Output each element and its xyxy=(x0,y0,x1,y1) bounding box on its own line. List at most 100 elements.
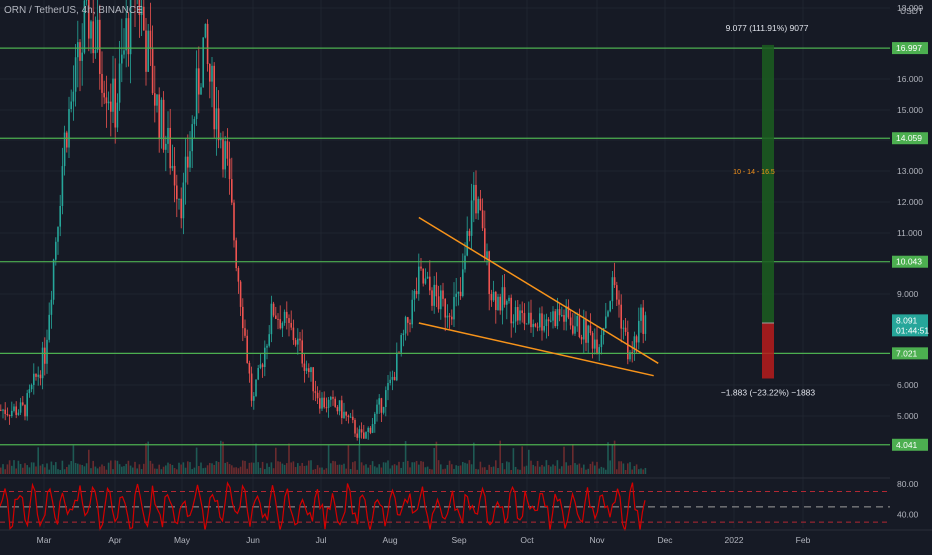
time-tick-label: Nov xyxy=(589,535,605,545)
candle-body xyxy=(623,328,625,329)
candle-body xyxy=(636,336,638,342)
volume-bar xyxy=(229,464,231,474)
price-tick-label: 15.000 xyxy=(897,105,923,115)
candle-body xyxy=(15,406,17,414)
candle-body xyxy=(530,313,532,327)
level-price-label: 4.041 xyxy=(896,440,918,450)
volume-bar xyxy=(20,464,22,474)
volume-bar xyxy=(480,462,482,474)
candle-body xyxy=(46,340,48,364)
price-tick-label: 11.000 xyxy=(897,228,923,238)
wedge-upper-line xyxy=(419,218,658,364)
volume-bar xyxy=(185,468,187,474)
volume-bar xyxy=(62,461,64,474)
volume-bar xyxy=(42,464,44,474)
volume-bar xyxy=(262,462,264,474)
candle-body xyxy=(350,417,352,418)
candle-body xyxy=(147,31,149,72)
candle-body xyxy=(209,64,211,82)
volume-bar xyxy=(414,462,416,474)
volume-bar xyxy=(521,446,523,474)
volume-bar xyxy=(0,468,2,474)
volume-bar xyxy=(57,469,59,474)
candle-body xyxy=(341,400,343,418)
volume-bar xyxy=(614,441,616,474)
volume-bar xyxy=(7,464,9,474)
volume-bar xyxy=(266,463,268,474)
candle-body xyxy=(449,316,451,317)
candle-body xyxy=(297,339,299,345)
price-axis[interactable]: USDT18.00017.00016.00015.00014.00013.000… xyxy=(894,0,932,550)
volume-bar xyxy=(484,467,486,474)
volume-bar xyxy=(365,464,367,474)
candle-body xyxy=(462,269,464,296)
candle-body xyxy=(220,139,222,140)
volume-bar xyxy=(427,467,429,474)
volume-bar xyxy=(288,444,290,474)
volume-bar xyxy=(220,441,222,474)
level-price-label: 10.043 xyxy=(896,257,922,267)
price-tick-label: 12.000 xyxy=(897,197,923,207)
candle-body xyxy=(480,199,482,210)
candle-body xyxy=(229,159,231,179)
candle-body xyxy=(273,304,275,316)
volume-bar xyxy=(136,468,138,474)
volume-bar xyxy=(101,464,103,474)
candle-body xyxy=(117,103,119,128)
candle-body xyxy=(354,420,356,434)
volume-bar xyxy=(543,466,545,474)
candlestick-series xyxy=(0,0,646,444)
candle-body xyxy=(55,242,57,260)
volume-bar xyxy=(394,464,396,474)
volume-bar xyxy=(84,466,86,474)
volume-bar xyxy=(409,467,411,474)
volume-bar xyxy=(158,465,160,474)
volume-bar xyxy=(330,463,332,474)
volume-bar xyxy=(524,467,526,474)
volume-bar xyxy=(332,461,334,474)
volume-bar xyxy=(425,467,427,474)
candle-body xyxy=(200,87,202,94)
candle-body xyxy=(365,432,367,439)
candle-body xyxy=(106,97,108,103)
candle-body xyxy=(308,368,310,372)
volume-bar xyxy=(86,463,88,474)
candle-body xyxy=(79,42,81,61)
candle-body xyxy=(202,37,204,87)
candle-body xyxy=(29,389,31,393)
volume-bar xyxy=(268,467,270,474)
candle-body xyxy=(255,379,257,396)
volume-bar xyxy=(242,460,244,474)
volume-bar xyxy=(488,465,490,474)
candle-body xyxy=(319,398,321,408)
volume-bar xyxy=(64,469,66,474)
candle-body xyxy=(37,375,39,377)
candle-body xyxy=(123,50,125,54)
volume-bar xyxy=(359,444,361,474)
volume-bar xyxy=(537,461,539,474)
volume-bar xyxy=(559,469,561,474)
volume-bar xyxy=(535,466,537,474)
candle-body xyxy=(389,380,391,383)
falling-wedge-lines xyxy=(419,218,658,376)
volume-bar xyxy=(154,469,156,474)
candle-body xyxy=(178,199,180,200)
current-price-label: 8.091 xyxy=(896,315,918,325)
volume-bar xyxy=(561,466,563,474)
volume-bar xyxy=(264,469,266,474)
time-tick-label: Aug xyxy=(382,535,397,545)
volume-bar xyxy=(53,465,55,474)
volume-bar xyxy=(271,462,273,474)
candle-body xyxy=(510,298,512,324)
volume-bar xyxy=(161,469,163,474)
volume-bar xyxy=(361,462,363,474)
candle-body xyxy=(612,277,614,301)
volume-bar xyxy=(97,468,99,474)
candle-body xyxy=(163,100,165,150)
volume-bar xyxy=(282,464,284,474)
volume-bar xyxy=(9,460,11,474)
long-position-tool[interactable] xyxy=(762,45,774,379)
candle-body xyxy=(183,183,185,219)
